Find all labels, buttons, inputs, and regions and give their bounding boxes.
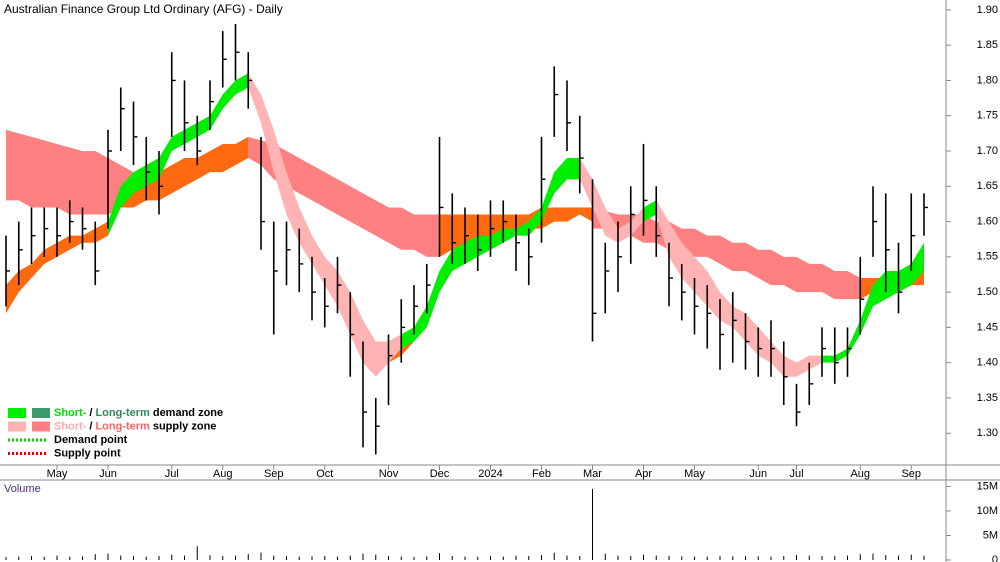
legend-label: Demand point — [54, 434, 128, 446]
x-tick-label: 2024 — [478, 468, 502, 480]
legend-swatch — [32, 408, 50, 418]
legend-part: Supply point — [54, 447, 121, 459]
y-tick-label: 1.75 — [977, 110, 998, 122]
legend-part: Short- — [54, 407, 87, 419]
y-tick-label: 1.30 — [977, 427, 998, 439]
legend-swatch — [8, 421, 26, 432]
y-tick-label: 1.35 — [977, 392, 998, 404]
zone-band — [6, 129, 861, 300]
y-tick-label: 1.70 — [977, 145, 998, 157]
y-tick-label: 0 — [992, 554, 998, 562]
axes: 1.90 1.85 1.80 1.75 1.70 1.65 1.60 1.55 1.50 1.45… — [47, 4, 998, 562]
y-tick-label: 10M — [977, 505, 998, 517]
x-tick-label: Jun — [99, 468, 117, 480]
volume-title: Volume — [4, 483, 41, 495]
legend-part: Short- — [54, 420, 87, 432]
y-tick-label: 1.55 — [977, 251, 998, 263]
x-tick-label: Nov — [379, 468, 399, 480]
y-tick-label: 1.90 — [977, 4, 998, 16]
zone-band — [248, 73, 822, 377]
chart-title: Australian Finance Group Ltd Ordinary (A… — [4, 2, 283, 16]
x-tick-label: Mar — [583, 468, 602, 480]
x-tick-label: May — [47, 468, 68, 480]
legend-swatch — [32, 421, 50, 432]
x-tick-label: Dec — [430, 468, 450, 480]
x-tick-label: Aug — [213, 468, 233, 480]
x-tick-label: Jul — [165, 468, 179, 480]
x-tick-label: Sep — [264, 468, 284, 480]
legend-part: Long-term — [95, 407, 150, 419]
x-tick-label: Feb — [532, 468, 551, 480]
x-tick-label: Jun — [749, 468, 767, 480]
legend-part: Demand point — [54, 434, 128, 446]
y-tick-label: 1.45 — [977, 321, 998, 333]
y-tick-label: 1.80 — [977, 74, 998, 86]
y-tick-label: 1.60 — [977, 215, 998, 227]
volume-bars — [5, 488, 925, 560]
x-tick-label: Apr — [635, 468, 652, 480]
y-tick-label: 1.50 — [977, 286, 998, 298]
legend-part: / — [89, 420, 92, 432]
legend-part: demand zone — [153, 407, 223, 419]
legend-part: Long-term — [95, 420, 150, 432]
y-tick-label: 15M — [977, 480, 998, 492]
price-bars — [5, 23, 928, 455]
legend-swatch — [8, 408, 26, 418]
legend-label: Short- / Long-term supply zone — [54, 420, 216, 432]
legend-part: supply zone — [153, 420, 217, 432]
y-tick-label: 5M — [983, 529, 998, 541]
legend-part: / — [89, 407, 92, 419]
x-tick-label: Jul — [789, 468, 803, 480]
x-tick-label: Aug — [850, 468, 870, 480]
y-tick-label: 1.65 — [977, 180, 998, 192]
x-tick-label: May — [684, 468, 705, 480]
x-tick-label: Sep — [901, 468, 921, 480]
legend-label: Supply point — [54, 447, 121, 459]
y-tick-label: 1.85 — [977, 39, 998, 51]
legend-label: Short- / Long-term demand zone — [54, 407, 223, 419]
y-tick-label: 1.40 — [977, 357, 998, 369]
x-tick-label: Oct — [316, 468, 333, 480]
